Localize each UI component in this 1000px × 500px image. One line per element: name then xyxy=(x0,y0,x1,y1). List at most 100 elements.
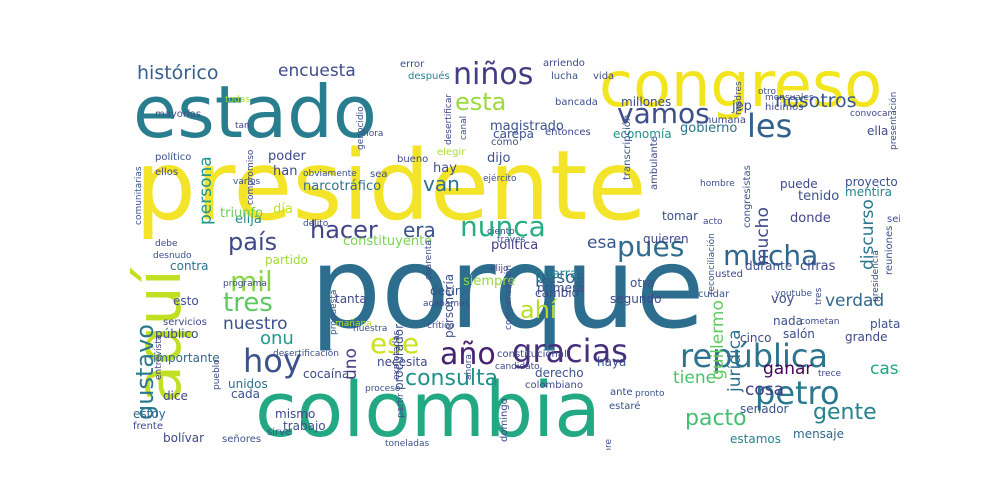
cloud-word: narcotráfico xyxy=(303,179,382,194)
cloud-word: guillermo xyxy=(708,300,728,380)
cloud-word: crítico xyxy=(427,321,455,331)
cloud-word: política xyxy=(491,238,539,253)
cloud-word: país xyxy=(228,228,278,256)
cloud-word: hora xyxy=(363,129,384,139)
cloud-word: tan xyxy=(235,121,250,131)
cloud-word: público xyxy=(155,327,199,341)
cloud-word: gracias xyxy=(512,332,628,370)
cloud-word: era xyxy=(403,218,436,242)
cloud-word: importante xyxy=(153,351,220,365)
cloud-word: vida xyxy=(593,71,615,82)
cloud-word: histórico xyxy=(137,62,219,84)
cloud-word: vamos xyxy=(617,97,710,130)
cloud-word: derecho xyxy=(535,366,584,380)
cloud-word: cómo xyxy=(491,137,519,148)
cloud-word: hombre xyxy=(700,179,735,189)
cloud-word: ahora xyxy=(464,354,474,380)
cloud-word: obviamente xyxy=(303,169,357,179)
cloud-word: cifras xyxy=(800,259,836,274)
cloud-word: congreso xyxy=(599,50,883,121)
cloud-word: niños xyxy=(453,57,534,92)
cloud-word: esto xyxy=(173,294,199,308)
cloud-word: haya xyxy=(597,355,627,369)
cloud-word: entonces xyxy=(545,127,591,138)
cloud-word: presidencia xyxy=(871,250,881,302)
cloud-word: desnudo xyxy=(153,251,192,261)
cloud-word: ejército xyxy=(483,174,517,184)
cloud-word: nada xyxy=(773,314,803,328)
cloud-word: acto xyxy=(703,217,723,227)
cloud-word: cuarenta xyxy=(424,240,434,280)
cloud-word: presidente xyxy=(135,130,647,242)
cloud-word: debe xyxy=(155,239,178,249)
cloud-word: nosotros xyxy=(775,90,857,112)
cloud-word: estamos xyxy=(730,432,781,446)
cloud-word: canal xyxy=(459,115,469,140)
cloud-word: ahí xyxy=(520,296,557,324)
cloud-word: mensaje xyxy=(793,427,844,441)
cloud-word: esa xyxy=(587,233,617,253)
cloud-word: mil xyxy=(230,265,273,298)
cloud-word: reconciliación xyxy=(707,233,717,295)
cloud-word: consulta xyxy=(405,366,499,391)
cloud-word: donde xyxy=(790,211,831,226)
cloud-word: youtube xyxy=(775,289,813,299)
cloud-word: genocidio xyxy=(356,106,366,150)
cloud-word: convocar xyxy=(850,109,892,119)
cloud-word: domingo xyxy=(499,398,510,442)
cloud-word: partir xyxy=(396,393,406,418)
cloud-word: hoy xyxy=(243,342,302,380)
cloud-word: trece xyxy=(818,369,842,379)
cloud-word: mentira xyxy=(845,185,893,199)
cloud-word: dijo xyxy=(487,151,511,166)
cloud-word: reuniones xyxy=(884,225,895,275)
cloud-word: bancada xyxy=(555,97,598,108)
cloud-word: error xyxy=(400,59,425,70)
cloud-word: toneladas xyxy=(385,439,430,449)
cloud-word: compromiso xyxy=(246,149,256,205)
cloud-word: candidato xyxy=(495,362,540,372)
cloud-word: segundo xyxy=(610,292,662,306)
cloud-word: jep xyxy=(732,99,752,114)
cloud-word: salón xyxy=(783,327,815,341)
cloud-word: otro xyxy=(758,87,777,97)
cloud-word: programa xyxy=(223,279,267,289)
cloud-word: decir xyxy=(430,284,460,298)
cloud-word: delito xyxy=(303,219,329,229)
cloud-word: arriendo xyxy=(543,58,585,69)
cloud-word: transcripción xyxy=(622,114,633,180)
cloud-word: quieren xyxy=(643,232,689,246)
cloud-word: señores xyxy=(222,434,262,445)
cloud-word: proceso xyxy=(365,384,401,394)
cloud-word: ciento xyxy=(487,227,515,237)
cloud-word: economía xyxy=(613,127,672,141)
cloud-word: día xyxy=(273,202,293,217)
cloud-word: hacer xyxy=(310,216,378,244)
cloud-word: presentación xyxy=(889,91,899,150)
cloud-word: gobierno xyxy=(680,121,738,136)
cloud-word: cometan xyxy=(800,317,840,327)
cloud-word: sirve xyxy=(267,427,292,438)
cloud-word: elija xyxy=(235,212,262,227)
cloud-word: cinco xyxy=(740,331,772,345)
cloud-word: septiembre xyxy=(604,439,614,450)
cloud-word: estoy xyxy=(133,407,166,421)
cloud-word: guerra xyxy=(535,267,578,282)
cloud-word: hay xyxy=(433,161,457,176)
cloud-word: magistrado xyxy=(490,119,564,134)
cloud-word: pues xyxy=(617,230,685,263)
cloud-word: siempre xyxy=(463,274,516,289)
cloud-word: constitucional xyxy=(497,349,567,360)
cloud-word: varios xyxy=(233,177,261,187)
cloud-word: tiene xyxy=(673,368,717,388)
cloud-word: puede xyxy=(780,177,818,191)
cloud-word: bolívar xyxy=(163,431,205,445)
cloud-word: cocaína xyxy=(303,367,350,381)
cloud-word: encuesta xyxy=(278,61,356,81)
cloud-word: república xyxy=(680,337,829,375)
cloud-word: durante xyxy=(745,259,793,273)
cloud-word: contra xyxy=(170,259,209,273)
cloud-word: dice xyxy=(163,389,188,403)
cloud-word: pesos xyxy=(535,268,585,288)
cloud-word: colombiano xyxy=(525,380,583,391)
